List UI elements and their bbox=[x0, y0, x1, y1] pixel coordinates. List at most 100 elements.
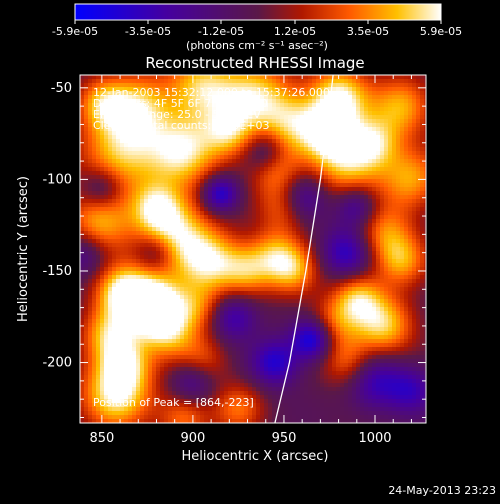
heatmap-cell bbox=[356, 263, 361, 268]
heatmap-cell bbox=[292, 191, 297, 196]
heatmap-cell bbox=[292, 127, 297, 132]
heatmap-cell bbox=[172, 191, 177, 196]
heatmap-cell bbox=[328, 223, 333, 228]
heatmap-cell bbox=[128, 235, 133, 240]
heatmap-cell bbox=[376, 275, 381, 280]
heatmap-cell bbox=[324, 103, 329, 108]
heatmap-cell bbox=[392, 115, 397, 120]
heatmap-cell bbox=[264, 207, 269, 212]
heatmap-cell bbox=[276, 243, 281, 248]
heatmap-cell bbox=[172, 135, 177, 140]
heatmap-cell bbox=[212, 163, 217, 168]
heatmap-cell bbox=[208, 223, 213, 228]
heatmap-cell bbox=[144, 143, 149, 148]
heatmap-cell bbox=[308, 211, 313, 216]
heatmap-cell bbox=[352, 167, 357, 172]
heatmap-cell bbox=[160, 167, 165, 172]
heatmap-cell bbox=[204, 195, 209, 200]
heatmap-cell bbox=[144, 191, 149, 196]
heatmap-cell bbox=[384, 111, 389, 116]
heatmap-cell bbox=[316, 79, 321, 84]
heatmap-cell bbox=[224, 203, 229, 208]
heatmap-cell bbox=[196, 195, 201, 200]
heatmap-cell bbox=[140, 195, 145, 200]
heatmap-cell bbox=[172, 147, 177, 152]
heatmap-cell bbox=[164, 183, 169, 188]
heatmap-cell bbox=[416, 135, 421, 140]
heatmap-cell bbox=[356, 151, 361, 156]
heatmap-cell bbox=[164, 167, 169, 172]
heatmap-cell bbox=[104, 203, 109, 208]
heatmap-cell bbox=[232, 79, 237, 84]
heatmap-cell bbox=[316, 107, 321, 112]
heatmap-cell bbox=[332, 267, 337, 272]
heatmap-cell bbox=[360, 75, 365, 80]
heatmap-cell bbox=[84, 247, 89, 252]
heatmap-cell bbox=[184, 263, 189, 268]
heatmap-cell bbox=[292, 295, 297, 300]
heatmap-cell bbox=[416, 171, 421, 176]
heatmap-cell bbox=[228, 299, 233, 304]
heatmap-cell bbox=[104, 247, 109, 252]
heatmap-cell bbox=[380, 159, 385, 164]
heatmap-cell bbox=[252, 179, 257, 184]
heatmap-cell bbox=[124, 191, 129, 196]
heatmap-cell bbox=[92, 147, 97, 152]
heatmap-cell bbox=[352, 175, 357, 180]
heatmap-cell bbox=[96, 163, 101, 168]
heatmap-cell bbox=[152, 147, 157, 152]
heatmap-cell bbox=[84, 99, 89, 104]
heatmap-cell bbox=[340, 163, 345, 168]
heatmap-cell bbox=[264, 183, 269, 188]
heatmap-cell bbox=[364, 239, 369, 244]
heatmap-cell bbox=[420, 115, 425, 120]
heatmap-cell bbox=[336, 135, 341, 140]
heatmap-cell bbox=[236, 79, 241, 84]
heatmap-cell bbox=[292, 271, 297, 276]
heatmap-cell bbox=[124, 203, 129, 208]
heatmap-cell bbox=[336, 163, 341, 168]
heatmap-cell bbox=[80, 239, 85, 244]
heatmap-cell bbox=[136, 227, 141, 232]
heatmap-cell bbox=[408, 91, 413, 96]
heatmap-cell bbox=[276, 139, 281, 144]
heatmap-cell bbox=[208, 199, 213, 204]
heatmap-cell bbox=[116, 159, 121, 164]
heatmap-cell bbox=[364, 291, 369, 296]
heatmap-cell bbox=[208, 215, 213, 220]
heatmap-cell bbox=[280, 151, 285, 156]
heatmap-cell bbox=[216, 207, 221, 212]
heatmap-cell bbox=[164, 147, 169, 152]
heatmap-cell bbox=[400, 119, 405, 124]
heatmap-cell bbox=[248, 179, 253, 184]
heatmap-cell bbox=[220, 263, 225, 268]
heatmap-cell bbox=[136, 247, 141, 252]
heatmap-cell bbox=[280, 199, 285, 204]
heatmap-cell bbox=[100, 263, 105, 268]
heatmap-cell bbox=[176, 179, 181, 184]
heatmap-cell bbox=[196, 151, 201, 156]
heatmap-cell bbox=[248, 271, 253, 276]
heatmap-cell bbox=[396, 155, 401, 160]
heatmap-cell bbox=[248, 227, 253, 232]
heatmap-cell bbox=[144, 79, 149, 84]
heatmap-cell bbox=[96, 291, 101, 296]
heatmap-cell bbox=[408, 235, 413, 240]
heatmap-cell bbox=[116, 143, 121, 148]
heatmap-cell bbox=[132, 139, 137, 144]
heatmap-cell bbox=[264, 251, 269, 256]
heatmap-cell bbox=[212, 203, 217, 208]
heatmap-cell bbox=[180, 271, 185, 276]
heatmap-cell bbox=[348, 111, 353, 116]
heatmap-cell bbox=[160, 239, 165, 244]
heatmap-cell bbox=[204, 215, 209, 220]
heatmap-cell bbox=[356, 111, 361, 116]
heatmap-cell bbox=[160, 139, 165, 144]
heatmap-cell bbox=[288, 107, 293, 112]
heatmap-cell bbox=[372, 299, 377, 304]
heatmap-cell bbox=[208, 243, 213, 248]
heatmap-cell bbox=[80, 207, 85, 212]
heatmap-cell bbox=[216, 219, 221, 224]
heatmap-cell bbox=[332, 295, 337, 300]
heatmap-cell bbox=[388, 295, 393, 300]
